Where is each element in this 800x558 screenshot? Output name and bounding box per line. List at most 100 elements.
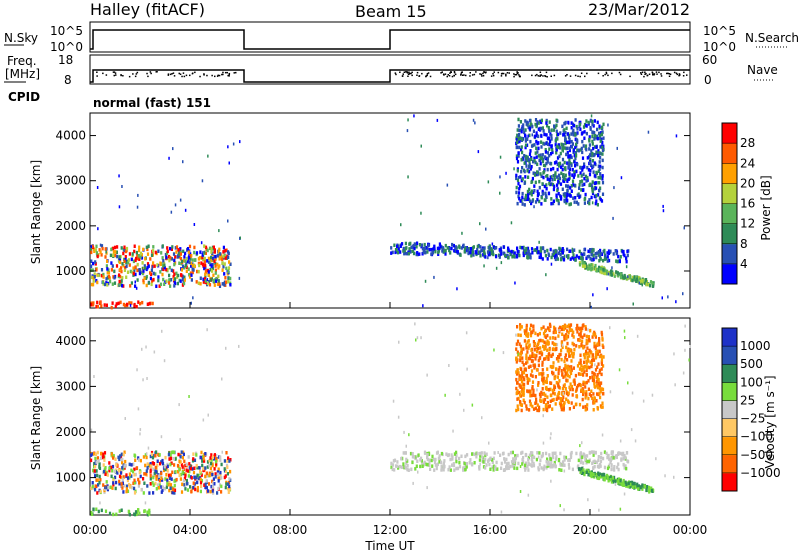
range-cell (566, 358, 569, 362)
range-cell (567, 365, 571, 369)
range-cell (203, 277, 207, 281)
nave-dot (114, 72, 117, 74)
range-cell (564, 372, 567, 376)
range-cell (546, 462, 549, 466)
range-cell (612, 478, 615, 483)
range-cell (133, 268, 136, 273)
range-cell (605, 269, 609, 274)
range-cell (570, 132, 573, 136)
range-cell (568, 249, 571, 253)
range-cell (542, 466, 545, 470)
range-cell (524, 468, 527, 472)
range-cell (601, 338, 604, 342)
range-cell (228, 161, 230, 165)
range-cell (529, 149, 532, 153)
range-cell (579, 358, 582, 363)
range-cell (546, 457, 549, 461)
range-cell (590, 114, 593, 118)
range-cell (130, 301, 133, 305)
range-cell (560, 165, 563, 169)
range-cell (573, 248, 576, 252)
range-cell (229, 262, 232, 266)
range-cell (541, 159, 545, 164)
range-cell (91, 481, 94, 485)
range-cell (528, 152, 532, 156)
range-cell (91, 244, 94, 249)
range-cell (206, 281, 209, 286)
range-cell (227, 456, 230, 460)
range-cell (545, 161, 548, 166)
range-cell (176, 470, 180, 474)
colorbar-tick-label: 28 (740, 136, 755, 150)
range-cell (592, 164, 595, 168)
range-cell (440, 460, 443, 464)
range-cell (525, 326, 528, 330)
range-cell (575, 142, 578, 147)
range-cell (444, 248, 447, 253)
range-cell (520, 379, 524, 384)
range-cell (179, 477, 182, 481)
range-cell (602, 122, 605, 127)
range-cell (495, 246, 498, 250)
range-cell (566, 193, 569, 197)
range-cell (581, 139, 584, 144)
range-cell (125, 264, 128, 268)
range-cell (584, 392, 587, 396)
range-cell (538, 240, 540, 244)
range-cell (101, 246, 104, 251)
range-cell (487, 180, 490, 184)
range-cell (114, 457, 117, 461)
range-cell (166, 481, 169, 486)
range-cell (552, 166, 555, 171)
range-cell (540, 156, 543, 160)
range-cell (601, 145, 604, 150)
range-cell (582, 323, 585, 327)
range-cell (624, 464, 627, 468)
range-cell (172, 275, 175, 279)
range-cell (551, 451, 554, 456)
range-cell (622, 462, 625, 467)
range-cell (524, 137, 527, 141)
range-cell (220, 484, 223, 489)
range-cell (561, 404, 564, 408)
range-cell (134, 510, 138, 514)
range-cell (492, 467, 495, 471)
nave-dot (640, 73, 643, 75)
range-cell (124, 464, 127, 468)
range-cell (529, 167, 532, 171)
range-cell (153, 264, 156, 268)
range-cell (226, 459, 229, 463)
range-cell (593, 400, 596, 405)
range-cell (549, 387, 552, 392)
range-cell (152, 271, 155, 276)
range-cell (437, 252, 440, 256)
nave-dot (536, 73, 538, 76)
nave-dot (416, 74, 418, 76)
y-tick-label: 4000 (55, 334, 86, 348)
range-cell (97, 273, 100, 278)
range-cell (215, 454, 218, 458)
range-cell (591, 358, 594, 363)
range-cell (609, 272, 612, 277)
range-cell (507, 452, 510, 457)
range-cell (168, 473, 171, 478)
range-cell (132, 469, 135, 474)
range-cell (616, 465, 619, 470)
range-cell (538, 392, 542, 397)
range-cell (578, 186, 581, 190)
range-cell (171, 490, 174, 495)
range-cell (593, 194, 596, 198)
range-cell (518, 128, 521, 133)
range-cell (588, 365, 591, 370)
range-cell (638, 281, 641, 285)
range-cell (215, 457, 218, 461)
range-cell (144, 463, 147, 468)
nave-dot (406, 72, 409, 74)
range-cell (196, 473, 199, 478)
range-cell (438, 454, 441, 458)
range-cell (221, 268, 224, 272)
range-cell (157, 249, 160, 253)
range-cell (601, 177, 604, 181)
range-cell (591, 152, 594, 156)
